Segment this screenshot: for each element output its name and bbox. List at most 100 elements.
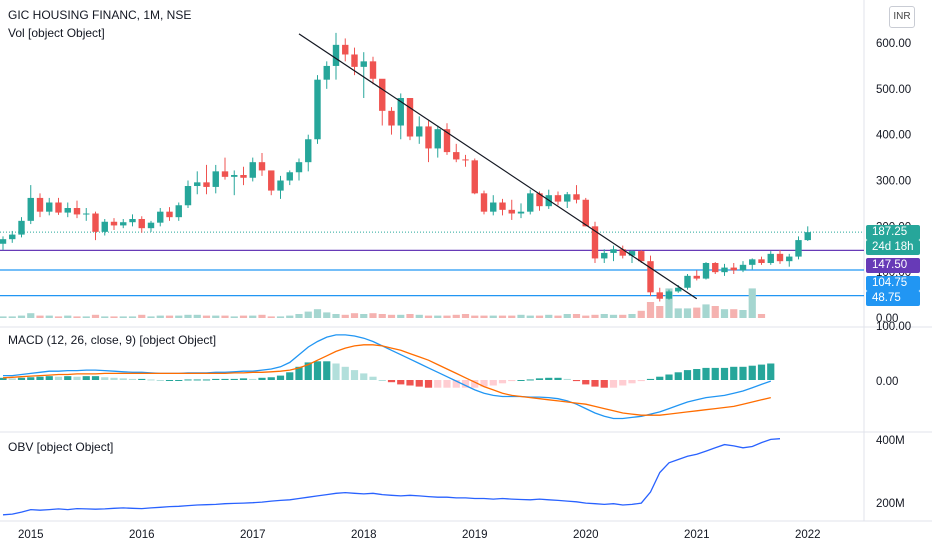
macd-histogram-bar (54, 376, 63, 380)
price-axis[interactable]: 600.00500.00400.00300.00200.00100.000.00… (876, 38, 911, 510)
candle-body (786, 256, 793, 262)
volume-bar (27, 313, 35, 318)
volume-bar (249, 315, 257, 318)
volume-bar (147, 316, 155, 318)
candle-body (369, 61, 377, 79)
time-axis[interactable]: 2015 2016 2017 2018 2019 2020 2021 2022 (18, 529, 821, 541)
macd-histogram-bar (193, 379, 201, 381)
volume-bars (0, 288, 766, 318)
candle-body (110, 221, 118, 226)
candle-body (601, 252, 608, 259)
macd-histogram-bar (267, 377, 275, 380)
time-tick-label: 2018 (351, 529, 377, 541)
candle-body (221, 171, 229, 177)
currency-button[interactable]: INR (889, 6, 915, 28)
candle-body (379, 78, 386, 111)
macd-histogram-bar (36, 376, 44, 380)
macd-legend[interactable]: MACD (12, 26, close, 9) [object Object] (8, 333, 217, 347)
candle-body (628, 251, 636, 256)
volume-bar (702, 304, 710, 318)
vol-legend[interactable]: Vol [object Object] (8, 26, 105, 40)
price-tick-label: 400.00 (876, 130, 911, 142)
candle-body (73, 208, 81, 215)
macd-histogram-bar (360, 373, 368, 380)
candle-body (360, 61, 367, 67)
candle-body (453, 152, 460, 160)
volume-bar (720, 309, 729, 318)
macd-histogram-bar (212, 378, 220, 380)
candle-body (203, 182, 210, 187)
volume-bar (535, 315, 544, 318)
obv-legend[interactable]: OBV [object Object] (8, 440, 114, 454)
macd-histogram-bar (110, 377, 118, 380)
symbol-title[interactable]: GIC HOUSING FINANC, 1M, NSE (8, 8, 192, 22)
volume-bar (175, 315, 183, 318)
candle-body (443, 129, 451, 153)
candle-body (499, 202, 506, 210)
macd-histogram-bar (461, 380, 470, 388)
volume-bar (313, 309, 322, 318)
candle-body (351, 54, 358, 67)
candle-body (314, 79, 321, 140)
trendline-segment (298, 33, 698, 300)
candle-body (277, 180, 284, 191)
macd-histogram-bar (369, 376, 377, 380)
candle-body (120, 222, 127, 226)
macd-histogram-bar (443, 380, 451, 388)
macd-tick-label: 0.00 (876, 376, 898, 388)
trendline[interactable] (298, 33, 698, 300)
candle-body (665, 291, 673, 299)
macd-histogram-bar (767, 363, 775, 380)
candle-body (656, 292, 663, 299)
candle-body (647, 261, 654, 293)
volume-bar (128, 316, 137, 318)
candle-body (101, 221, 108, 232)
candle-body (804, 232, 811, 241)
volume-bar (683, 308, 692, 318)
macd-histogram-bar (563, 378, 571, 380)
volume-bar (397, 314, 405, 318)
volume-bar (424, 315, 433, 318)
time-tick-label: 2015 (18, 529, 44, 541)
macd-histogram-bar (489, 380, 497, 386)
macd-histogram-bar (73, 376, 81, 380)
macd-histogram-bar (406, 380, 414, 386)
horizontal-levels[interactable] (0, 231, 864, 297)
volume-bar (323, 312, 331, 318)
volume-bar (415, 314, 423, 318)
volume-bar (276, 316, 285, 318)
candle-body (18, 220, 25, 235)
macd-histogram-bar (415, 380, 423, 387)
volume-bar (572, 314, 581, 318)
price-tick-label: 600.00 (876, 38, 911, 50)
candle-body (425, 126, 432, 149)
volume-bar (295, 314, 303, 318)
candle-body (702, 263, 710, 279)
macd-histogram-bar (600, 380, 608, 388)
candle-body (147, 222, 155, 229)
volume-bar (609, 314, 618, 318)
volume-bar (526, 315, 534, 318)
volume-bar (8, 316, 16, 318)
volume-bar (600, 314, 608, 318)
volume-bar (563, 314, 571, 318)
candle-body (675, 287, 682, 292)
macd-histogram-bar (628, 380, 636, 384)
time-tick-label: 2021 (684, 529, 710, 541)
macd-histogram-bar (165, 380, 174, 381)
candle-body (397, 98, 404, 126)
macd-histogram-bar (591, 380, 599, 387)
volume-bar (591, 314, 599, 318)
pane-separators[interactable] (0, 0, 932, 522)
candle-body (721, 267, 728, 273)
volume-bar (350, 313, 359, 318)
macd-histogram-bar (665, 374, 673, 380)
candle-body (739, 264, 747, 271)
volume-bar (471, 315, 479, 318)
candle-body (342, 44, 349, 55)
volume-bar (286, 315, 294, 318)
macd-histogram-bar (27, 377, 35, 380)
candle-body (582, 199, 589, 227)
time-tick-label: 2020 (573, 529, 599, 541)
macd-histogram-bar (526, 379, 534, 381)
